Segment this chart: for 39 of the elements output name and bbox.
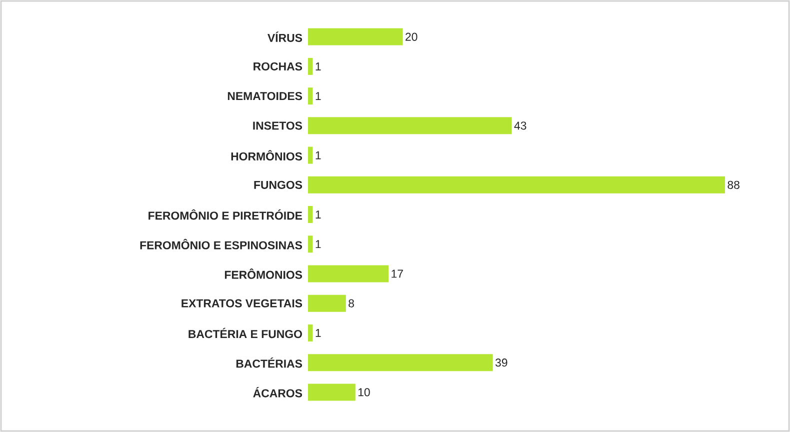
y-tick-label: INSETOS [253,122,302,130]
data-label: 43 [514,122,526,130]
bar [308,236,313,253]
bar [308,324,313,342]
y-tick-label: ROCHAS [254,62,302,70]
bar [308,294,346,312]
bar [308,176,726,194]
bar [308,146,313,164]
bar [308,206,313,224]
y-tick-label: FUNGOS [254,180,302,189]
y-tick-label: EXTRATOS VEGETAIS [182,299,302,308]
y-tick-label: FERÔMONIOS [224,268,302,279]
bar [308,88,313,105]
y-tick-label: FEROMÔNIO E ESPINOSINAS [140,238,302,250]
y-tick-label: HORMÔNIOS [231,150,302,160]
data-label: 10 [358,388,370,396]
y-tick-label: BACTÉRIA E FUNGO [188,328,302,338]
bar [308,117,512,134]
data-label: 1 [316,151,321,160]
y-tick-label: FEROMÔNIO E PIRETRÓIDE [148,209,302,220]
data-label: 17 [392,270,403,278]
data-label: 88 [728,180,740,189]
data-label: 39 [495,358,508,367]
y-tick-label: BACTÉRIAS [236,357,302,368]
data-label: 1 [316,62,321,70]
data-label: 1 [316,329,321,337]
data-label: 8 [348,299,354,308]
bar [308,28,403,46]
y-tick-label: ÁCAROS [253,387,302,398]
data-label: 1 [316,240,321,248]
bar [308,265,389,282]
bar [308,384,356,401]
data-label: 20 [406,32,418,41]
y-tick-label: NEMATOIDES [228,92,302,100]
bar [308,354,493,372]
y-tick-label: VÍRUS [268,32,302,42]
data-label: 1 [316,92,321,100]
bar [308,58,313,75]
data-label: 1 [316,210,321,218]
